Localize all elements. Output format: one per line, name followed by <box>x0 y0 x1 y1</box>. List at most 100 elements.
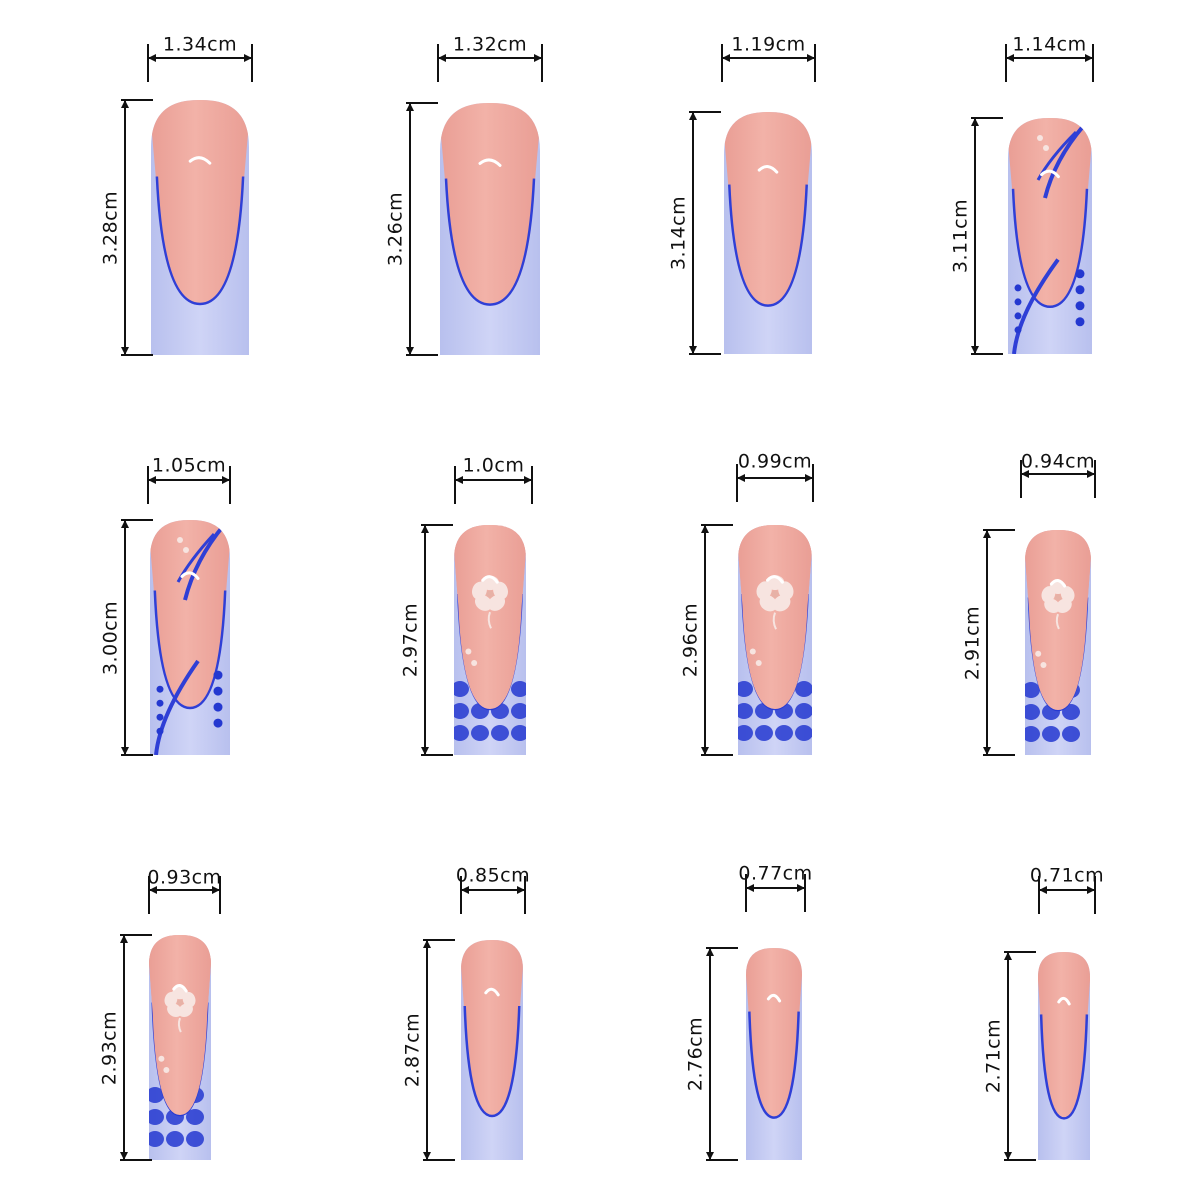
length-label: 2.87cm <box>401 1012 424 1088</box>
length-dimension-line <box>983 529 1015 756</box>
french-line <box>153 590 227 710</box>
length-label: 2.96cm <box>679 602 702 678</box>
width-label: 1.05cm <box>151 454 227 477</box>
french-line <box>463 1005 521 1118</box>
width-dimension-line <box>745 874 806 912</box>
flower-petal <box>182 991 196 1008</box>
gloss-highlight <box>1040 169 1060 179</box>
nail-item-10 <box>423 876 526 1161</box>
width-label: 0.71cm <box>1029 864 1105 887</box>
length-dimension-line <box>1004 951 1036 1161</box>
flower-petal <box>1041 586 1056 603</box>
flower-petal <box>493 581 508 600</box>
length-label: 3.28cm <box>99 190 122 265</box>
width-dimension-line <box>1038 876 1096 914</box>
width-label: 0.85cm <box>455 864 531 887</box>
width-label: 0.77cm <box>738 862 813 885</box>
width-dimension-line <box>1005 44 1094 82</box>
width-dimension-line <box>147 44 253 82</box>
nail-shape <box>1038 952 1090 1160</box>
length-dimension-line <box>689 111 721 355</box>
width-label: 1.32cm <box>452 33 528 56</box>
nail-item-5 <box>121 466 231 756</box>
length-label: 3.11cm <box>949 198 972 274</box>
width-label: 1.14cm <box>1012 33 1087 56</box>
gloss-highlight <box>180 571 200 580</box>
nail-shape <box>150 520 230 755</box>
nail-shape <box>454 525 526 755</box>
french-line <box>728 184 808 307</box>
flower-petal <box>756 581 772 600</box>
length-dimension-line <box>423 939 455 1161</box>
nail-shape <box>746 948 802 1160</box>
length-label: 3.00cm <box>99 600 122 675</box>
length-dimension-line <box>121 519 153 756</box>
flower-petal <box>772 595 791 612</box>
gloss-highlight <box>757 165 779 174</box>
length-dimension-line <box>406 102 438 356</box>
nail-shape <box>1008 118 1092 354</box>
french-line <box>1039 1014 1089 1120</box>
width-dimension-line <box>148 876 221 914</box>
french-line <box>748 1011 800 1119</box>
flower-petal <box>472 581 487 600</box>
gloss-highlight <box>188 156 212 165</box>
nail-shape <box>724 112 812 354</box>
width-dimension-line <box>736 464 814 502</box>
nail-item-11 <box>706 874 806 1161</box>
length-label: 2.76cm <box>684 1016 707 1092</box>
flower-petal <box>178 1003 193 1018</box>
width-dimension-line <box>721 44 816 82</box>
length-dimension-line <box>120 934 152 1161</box>
nail-item-9 <box>120 876 221 1161</box>
length-label: 2.71cm <box>982 1018 1005 1094</box>
flower-petal <box>1056 598 1072 613</box>
nail-item-3 <box>689 44 816 355</box>
gloss-highlight <box>478 158 502 167</box>
length-dimension-line <box>421 524 453 756</box>
nail-shape <box>1025 530 1091 755</box>
gloss-highlight <box>484 987 500 997</box>
nail-item-12 <box>1004 876 1096 1161</box>
width-label: 0.99cm <box>737 450 813 473</box>
nail-shape <box>149 935 211 1160</box>
nail-item-6 <box>421 466 533 756</box>
length-dimension-line <box>121 99 153 356</box>
length-label: 2.93cm <box>98 1010 121 1085</box>
width-dimension-line <box>437 44 543 82</box>
flower-petal <box>164 991 178 1008</box>
length-dimension-line <box>701 524 733 756</box>
gloss-highlight <box>172 984 188 993</box>
nail-item-2 <box>406 44 543 356</box>
gloss-highlight <box>1049 579 1067 588</box>
width-label: 0.94cm <box>1020 450 1096 473</box>
nail-item-7 <box>701 464 814 756</box>
flower-petal <box>778 581 794 600</box>
length-label: 3.26cm <box>384 191 407 267</box>
gloss-highlight <box>481 575 499 584</box>
width-label: 1.19cm <box>731 33 806 56</box>
gloss-highlight <box>766 575 784 584</box>
nail-item-8 <box>983 460 1096 756</box>
nail-shape <box>738 525 812 755</box>
width-dimension-line <box>454 466 533 504</box>
length-label: 2.91cm <box>961 605 984 680</box>
french-line <box>1011 188 1089 309</box>
nail-item-4 <box>971 44 1094 355</box>
gloss-highlight <box>766 993 782 1003</box>
length-label: 2.97cm <box>399 602 422 678</box>
flower-petal <box>488 595 506 611</box>
nail-shape <box>440 103 540 355</box>
width-dimension-line <box>460 876 526 914</box>
length-dimension-line <box>706 947 738 1161</box>
width-label: 1.34cm <box>162 33 238 56</box>
length-label: 3.14cm <box>667 195 690 271</box>
flower-petal <box>1060 586 1075 603</box>
width-label: 1.0cm <box>462 454 525 477</box>
gloss-highlight <box>1057 996 1071 1006</box>
french-line <box>444 178 536 306</box>
width-label: 0.93cm <box>147 866 222 889</box>
nail-shape <box>461 940 523 1160</box>
nail-item-1 <box>121 44 253 356</box>
